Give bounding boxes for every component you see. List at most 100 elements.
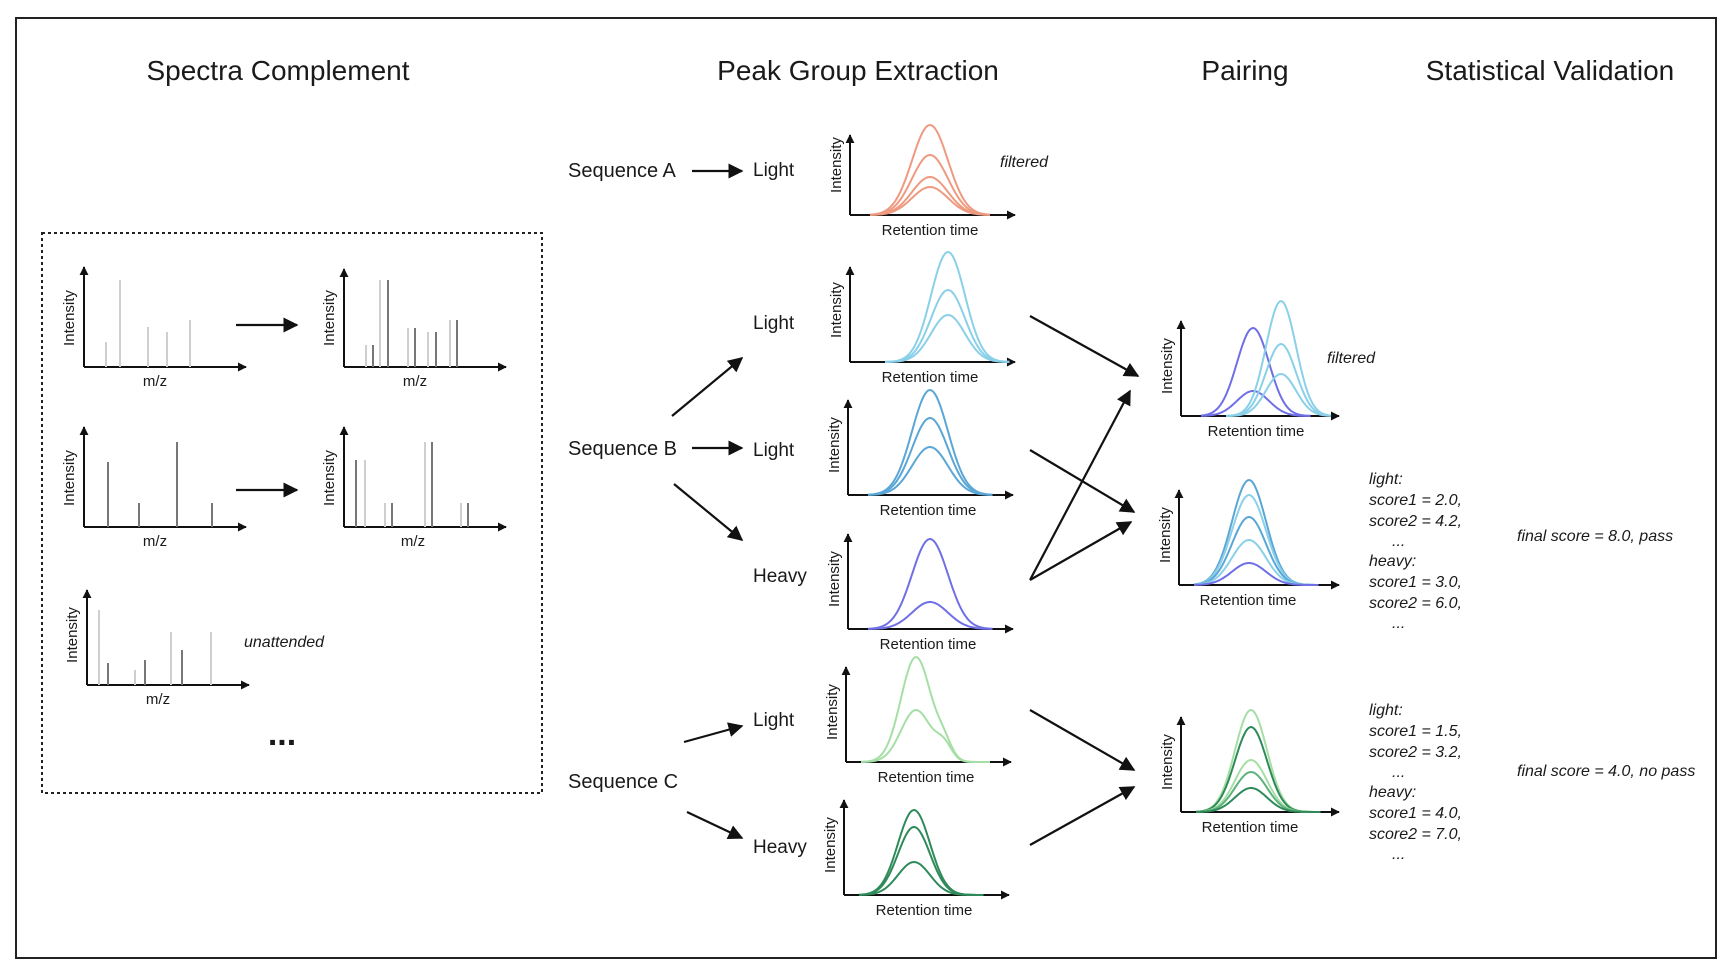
peak-curve xyxy=(869,123,991,216)
pair-arrow-bh-to-p1 xyxy=(1029,389,1131,581)
x-axis-label: m/z xyxy=(143,533,167,550)
score-line: heavy: xyxy=(1369,553,1416,570)
channel-label-a-light: Light xyxy=(753,160,795,181)
peak-panel-c-light: Intensity Retention time xyxy=(824,655,1012,786)
peak-curve xyxy=(861,708,990,763)
score-line: ... xyxy=(1392,846,1405,863)
y-axis-label: Intensity xyxy=(824,684,841,740)
score-line: score1 = 1.5, xyxy=(1369,723,1462,740)
y-axis-label: Intensity xyxy=(826,417,843,473)
filtered-note-pairing: filtered xyxy=(1327,350,1376,367)
peak-curve xyxy=(1195,708,1321,813)
score-line: score2 = 3.2, xyxy=(1369,744,1462,761)
y-axis-label: Intensity xyxy=(826,551,843,607)
header-peak-group-extraction: Peak Group Extraction xyxy=(717,55,999,86)
x-axis-label: Retention time xyxy=(880,502,977,519)
header-spectra-complement: Spectra Complement xyxy=(146,55,409,86)
peak-panel-a-light: Intensity Retention time xyxy=(828,123,1016,239)
score-line: score1 = 2.0, xyxy=(1369,492,1462,509)
peak-curve xyxy=(884,250,1010,363)
score-line: ... xyxy=(1392,615,1405,632)
peak-curve xyxy=(867,416,993,496)
x-axis-label: Retention time xyxy=(882,222,979,239)
sequence-b-label: Sequence B xyxy=(568,438,677,460)
spectrum-2-input: Intensity m/z xyxy=(61,426,247,550)
score-line: score2 = 4.2, xyxy=(1369,513,1462,530)
pairing-panel-2: Intensity Retention time xyxy=(1157,478,1340,609)
spectra-dashed-box xyxy=(41,232,543,794)
score-line: score1 = 3.0, xyxy=(1369,574,1462,591)
peak-curve xyxy=(1193,478,1319,586)
score-line: ... xyxy=(1392,764,1405,781)
peak-curve xyxy=(1196,787,1321,813)
y-axis-label: Intensity xyxy=(822,817,839,873)
peak-curve xyxy=(858,808,984,896)
peak-panel-c-heavy: Intensity Retention time xyxy=(822,799,1010,919)
peak-panel-b-heavy: Intensity Retention time xyxy=(826,533,1014,653)
score-line: score2 = 7.0, xyxy=(1369,826,1462,843)
seq-c-arrow-heavy xyxy=(686,811,744,840)
peak-curve xyxy=(867,537,993,630)
x-axis-label: m/z xyxy=(143,373,167,390)
peak-curve xyxy=(1226,342,1332,417)
peak-curve xyxy=(1200,390,1311,417)
pairing-panel-3: Intensity Retention time xyxy=(1159,708,1340,836)
spectrum-1-complemented: Intensity m/z xyxy=(321,268,507,390)
figure-border xyxy=(15,17,1717,959)
peak-curve xyxy=(1195,725,1321,813)
y-axis-label: Intensity xyxy=(828,137,845,193)
x-axis-label: Retention time xyxy=(880,636,977,653)
y-axis-label: Intensity xyxy=(1159,338,1176,394)
x-axis-label: m/z xyxy=(403,373,427,390)
score-line: light: xyxy=(1369,471,1403,488)
peak-curve xyxy=(867,445,993,496)
header-pairing: Pairing xyxy=(1201,55,1288,86)
unattended-note: unattended xyxy=(244,634,325,651)
spectrum-2-complemented: Intensity m/z xyxy=(321,426,507,550)
score-line: ... xyxy=(1392,533,1405,550)
filtered-note-a: filtered xyxy=(1000,154,1049,171)
spectra-ellipsis: ... xyxy=(268,715,296,753)
y-axis-label: Intensity xyxy=(1159,734,1176,790)
seq-b-arrow-light-1 xyxy=(671,357,744,417)
peak-curve xyxy=(1200,326,1311,417)
peak-curve xyxy=(859,860,984,896)
score-line: score2 = 6.0, xyxy=(1369,595,1462,612)
seq-c-arrow-light xyxy=(683,722,744,744)
score-list-b: light: score1 = 2.0, score2 = 4.2, ... h… xyxy=(1369,471,1462,632)
header-statistical-validation: Statistical Validation xyxy=(1426,55,1675,86)
x-axis-label: m/z xyxy=(401,533,425,550)
y-axis-label: Intensity xyxy=(321,450,338,506)
y-axis-label: Intensity xyxy=(64,607,81,663)
pair-arrow-b1-to-p1 xyxy=(1029,315,1140,377)
score-line: score1 = 4.0, xyxy=(1369,805,1462,822)
channel-label-c-light: Light xyxy=(753,710,795,731)
score-list-c: light: score1 = 1.5, score2 = 3.2, ... h… xyxy=(1369,702,1462,863)
peak-curve xyxy=(885,288,1010,363)
pair-arrow-c1-to-p3 xyxy=(1029,709,1136,771)
x-axis-label: Retention time xyxy=(878,769,975,786)
x-axis-label: Retention time xyxy=(1202,819,1299,836)
y-axis-label: Intensity xyxy=(828,282,845,338)
channel-label-b-heavy: Heavy xyxy=(753,566,807,587)
y-axis-label: Intensity xyxy=(321,290,338,346)
peak-curve xyxy=(884,313,1010,363)
peak-panel-b-light-1: Intensity Retention time xyxy=(828,250,1016,386)
peak-curve xyxy=(1225,300,1332,417)
channel-label-b-light-2: Light xyxy=(753,440,795,461)
peak-curve xyxy=(870,185,990,216)
pair-arrow-ch-to-p3 xyxy=(1029,786,1136,846)
y-axis-label: Intensity xyxy=(61,450,78,506)
peak-curve xyxy=(868,601,993,630)
x-axis-label: Retention time xyxy=(1200,592,1297,609)
pairing-panel-1: Intensity Retention time xyxy=(1159,300,1340,440)
x-axis-label: Retention time xyxy=(876,902,973,919)
x-axis-label: Retention time xyxy=(1208,423,1305,440)
final-score-c: final score = 4.0, no pass xyxy=(1517,763,1695,780)
peak-curve xyxy=(1193,493,1319,586)
final-score-b: final score = 8.0, pass xyxy=(1517,528,1673,545)
y-axis-label: Intensity xyxy=(1157,507,1174,563)
spectrum-1-input: Intensity m/z xyxy=(61,266,247,390)
sequence-a-label: Sequence A xyxy=(568,160,677,182)
